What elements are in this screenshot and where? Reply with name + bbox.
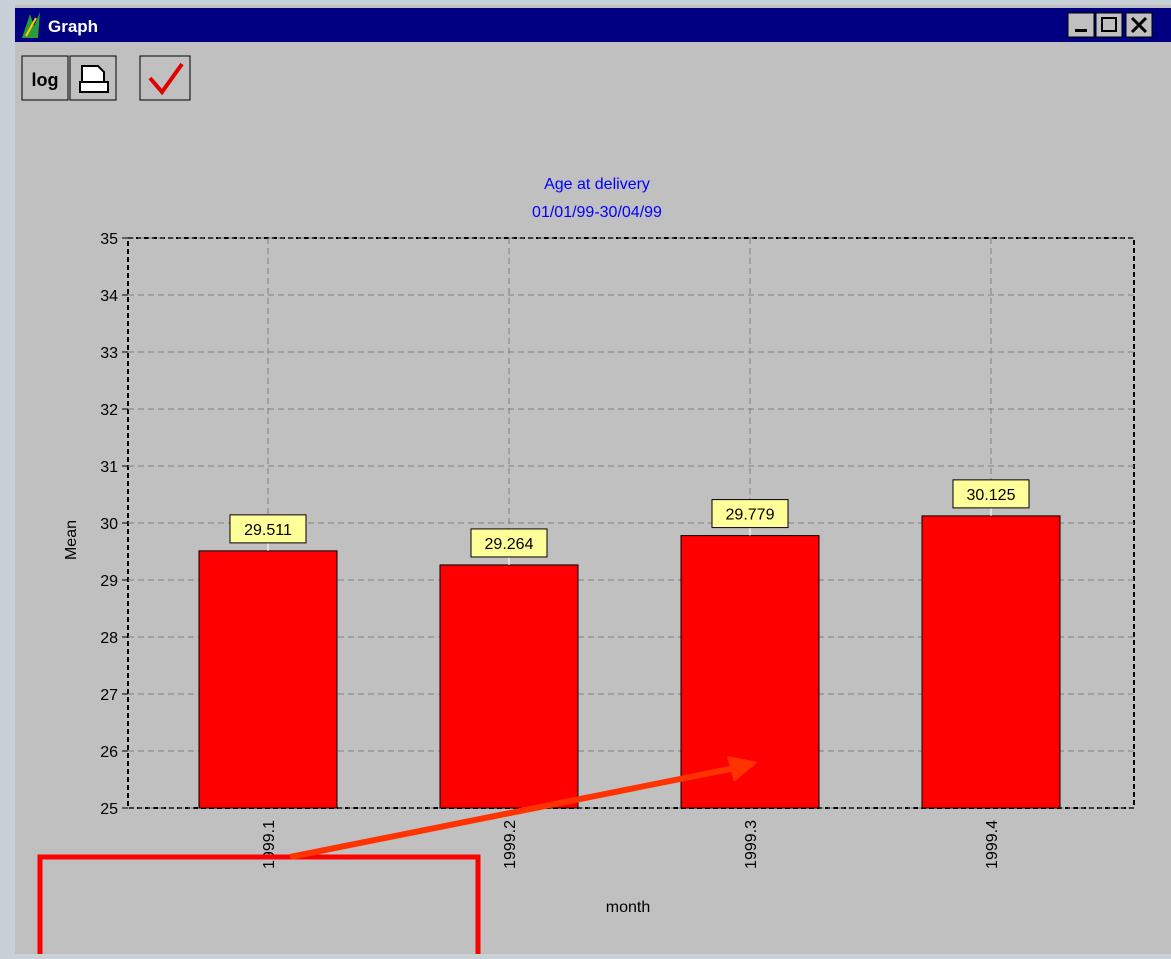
- y-tick-label: 25: [100, 801, 118, 818]
- title-bar: [15, 8, 1171, 42]
- x-tick-label: 1999.4: [984, 820, 1001, 869]
- y-tick-label: 35: [100, 231, 118, 248]
- value-label-box: [711, 499, 789, 529]
- bar: [921, 515, 1061, 809]
- annotation-arrow: [289, 756, 758, 860]
- value-label-box: [952, 479, 1030, 509]
- log-button-label: log: [32, 70, 59, 90]
- window-title: Graph: [48, 17, 98, 36]
- value-label: 29.511: [244, 522, 292, 539]
- y-tick-label: 34: [100, 288, 118, 305]
- x-tick-label: 1999.3: [743, 820, 760, 869]
- annotation-box: [37, 854, 481, 959]
- log-button[interactable]: [21, 55, 69, 101]
- chart-title: Age at delivery: [544, 176, 650, 193]
- value-label: 30.125: [967, 487, 1016, 504]
- toolbar: log: [21, 55, 191, 101]
- x-tick-label: 1999.2: [502, 820, 519, 869]
- value-label: 29.779: [726, 507, 775, 524]
- chart-subtitle: 01/01/99-30/04/99: [532, 204, 662, 221]
- y-tick-label: 33: [100, 345, 118, 362]
- y-tick-label: 26: [100, 744, 118, 761]
- minimize-button[interactable]: [1067, 12, 1095, 38]
- bar: [198, 550, 338, 809]
- y-tick-label: 27: [100, 687, 118, 704]
- window-controls: [1067, 12, 1153, 38]
- y-axis-label: Mean: [63, 520, 80, 560]
- y-tick-label: 28: [100, 630, 118, 647]
- y-tick-label: 31: [100, 459, 118, 476]
- x-axis-label: month: [606, 899, 650, 916]
- bar: [439, 564, 579, 809]
- x-tick-label: 1999.1: [261, 820, 278, 869]
- value-label-box: [470, 528, 548, 558]
- value-label: 29.264: [485, 536, 534, 553]
- y-tick-label: 32: [100, 402, 118, 419]
- value-label-box: [229, 514, 307, 544]
- y-tick-label: 29: [100, 573, 118, 590]
- app-icon: [22, 12, 40, 38]
- y-tick-label: 30: [100, 516, 118, 533]
- accept-button[interactable]: [139, 55, 191, 101]
- maximize-button[interactable]: [1095, 12, 1123, 38]
